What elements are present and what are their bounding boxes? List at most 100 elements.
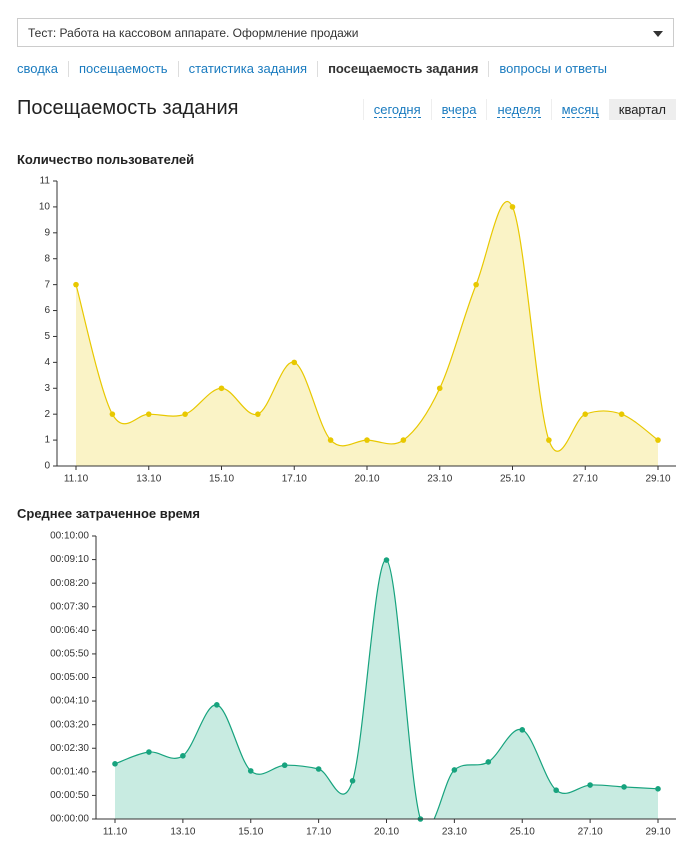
point xyxy=(145,411,152,417)
tab-label: посещаемость задания xyxy=(328,61,479,76)
point xyxy=(291,359,298,366)
period[interactable]: вчера xyxy=(430,99,487,120)
y-tick-label: 7 xyxy=(44,279,50,290)
point xyxy=(146,749,152,755)
point xyxy=(109,411,116,417)
point xyxy=(315,766,322,772)
y-tick-label: 00:00:00 xyxy=(50,814,89,825)
point xyxy=(546,437,552,443)
period[interactable]: неделя xyxy=(486,99,550,120)
period-label: вчера xyxy=(441,102,477,118)
x-tick-label: 15.10 xyxy=(209,474,234,485)
point xyxy=(327,437,334,443)
x-tick-label: 23.10 xyxy=(427,474,452,485)
y-tick-label: 8 xyxy=(44,253,50,264)
point xyxy=(349,777,356,784)
test-dropdown[interactable]: Тест: Работа на кассовом аппарате. Оформ… xyxy=(17,18,674,47)
chart-title: Среднее затраченное время xyxy=(17,506,200,521)
y-tick-label: 4 xyxy=(44,357,50,368)
point xyxy=(383,557,390,563)
point xyxy=(214,702,220,708)
period[interactable]: месяц xyxy=(550,99,609,120)
point xyxy=(180,752,186,759)
y-tick-label: 00:04:10 xyxy=(50,696,89,707)
y-tick-label: 5 xyxy=(44,331,50,342)
period[interactable]: сегодня xyxy=(362,99,431,120)
point xyxy=(509,204,516,210)
y-tick-label: 6 xyxy=(44,305,50,316)
point xyxy=(247,768,254,774)
y-tick-label: 00:02:30 xyxy=(50,743,89,754)
point xyxy=(582,411,589,417)
tab-label: сводка xyxy=(17,61,58,76)
tab[interactable]: посещаемость xyxy=(68,61,178,77)
point xyxy=(621,784,627,790)
x-tick-label: 29.10 xyxy=(645,474,670,485)
point xyxy=(218,385,225,392)
x-tick-label: 15.10 xyxy=(238,827,263,838)
point xyxy=(485,759,492,765)
y-tick-label: 00:05:00 xyxy=(50,672,89,683)
x-tick-label: 11.10 xyxy=(64,474,89,485)
y-tick-label: 00:07:30 xyxy=(50,601,89,612)
point xyxy=(364,437,370,443)
period-label: неделя xyxy=(497,102,541,118)
x-tick-label: 11.10 xyxy=(103,827,128,838)
x-tick-label: 23.10 xyxy=(442,827,467,838)
point xyxy=(73,281,79,288)
tab-label: статистика задания xyxy=(188,61,308,76)
point xyxy=(112,761,118,767)
y-tick-label: 3 xyxy=(44,383,50,394)
y-tick-label: 00:05:50 xyxy=(50,649,89,660)
tab[interactable]: вопросы и ответы xyxy=(488,61,617,77)
period-label: сегодня xyxy=(373,102,421,118)
area xyxy=(115,560,658,819)
point xyxy=(182,411,188,417)
x-tick-label: 20.10 xyxy=(354,474,379,485)
x-tick-label: 13.10 xyxy=(170,827,195,838)
point xyxy=(519,727,526,733)
point xyxy=(281,762,288,769)
point xyxy=(618,411,625,417)
point xyxy=(587,782,593,788)
point xyxy=(451,767,458,773)
tabs: сводка посещаемость статистика задания посе… xyxy=(17,61,617,77)
point xyxy=(436,385,443,392)
tab-label: вопросы и ответы xyxy=(499,61,607,76)
x-tick-label: 17.10 xyxy=(282,474,307,485)
y-tick-label: 1 xyxy=(44,435,50,446)
point xyxy=(655,786,661,792)
y-tick-label: 00:08:20 xyxy=(50,578,89,589)
x-tick-label: 25.10 xyxy=(500,474,525,485)
x-tick-label: 27.10 xyxy=(573,474,598,485)
point xyxy=(553,787,559,794)
y-tick-label: 9 xyxy=(44,227,50,238)
tab[interactable]: статистика задания xyxy=(177,61,318,77)
y-tick-label: 00:06:40 xyxy=(50,625,89,636)
point xyxy=(255,411,261,417)
x-tick-label: 25.10 xyxy=(510,827,535,838)
x-tick-label: 17.10 xyxy=(306,827,331,838)
tab-label: посещаемость xyxy=(79,61,168,76)
tab[interactable]: сводка xyxy=(17,61,68,77)
y-tick-label: 00:00:50 xyxy=(50,790,89,801)
y-tick-label: 0 xyxy=(44,461,50,472)
heading: Посещаемость задания xyxy=(17,97,239,119)
x-tick-label: 27.10 xyxy=(578,827,603,838)
period[interactable]: квартал xyxy=(608,99,676,120)
y-tick-label: 00:01:40 xyxy=(50,766,89,777)
area xyxy=(76,201,658,466)
x-tick-label: 29.10 xyxy=(645,827,670,838)
x-tick-label: 13.10 xyxy=(136,474,161,485)
y-tick-label: 2 xyxy=(44,409,50,420)
tab[interactable]: посещаемость задания xyxy=(317,61,488,77)
y-tick-label: 10 xyxy=(39,202,51,213)
chart-title: Количество пользователей xyxy=(17,152,195,167)
point xyxy=(473,281,479,288)
y-tick-label: 00:10:00 xyxy=(50,531,89,542)
point xyxy=(400,437,407,443)
period-label: месяц xyxy=(561,102,599,118)
y-tick-label: 11 xyxy=(40,176,51,187)
